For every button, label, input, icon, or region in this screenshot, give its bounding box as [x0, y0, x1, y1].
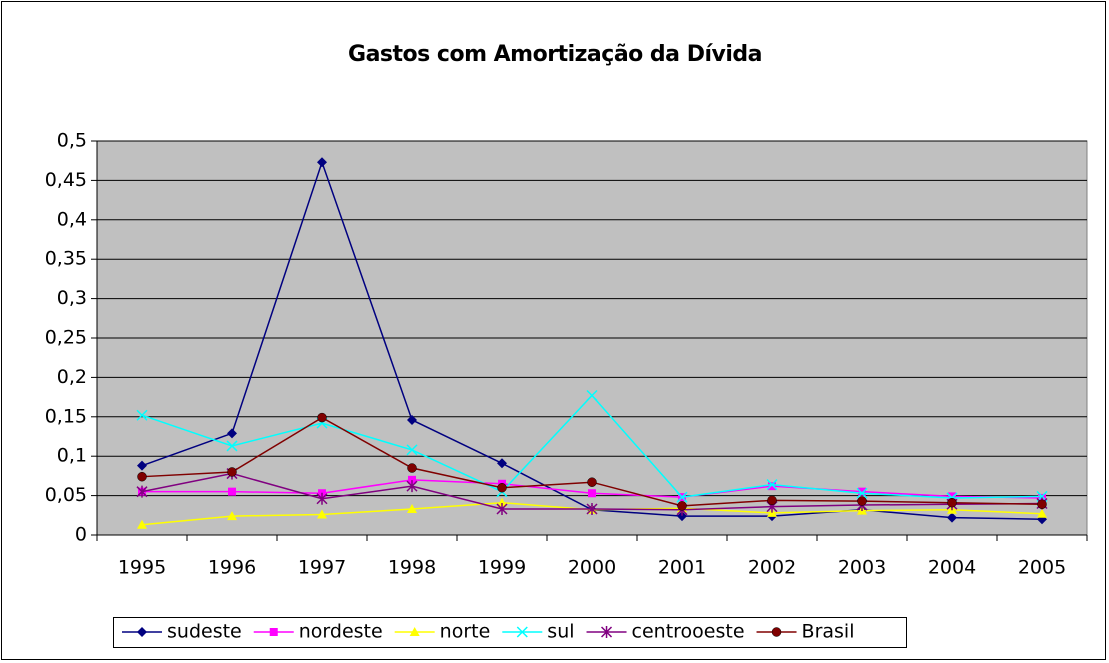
marker — [1037, 499, 1047, 510]
legend-label: nordeste — [299, 621, 383, 643]
legend: sudeste nordeste norte sul centrooeste Brasil — [113, 617, 907, 648]
marker — [588, 489, 596, 498]
marker — [1037, 508, 1047, 518]
x-tick-label: 2001 — [658, 557, 706, 579]
legend-label: Brasil — [802, 621, 855, 643]
marker — [227, 511, 237, 521]
y-tick-label: 0,15 — [45, 405, 87, 427]
marker — [317, 509, 327, 519]
y-tick-label: 0,2 — [57, 366, 87, 388]
marker — [766, 479, 778, 491]
marker — [856, 487, 868, 499]
marker — [269, 628, 278, 636]
chart-title: Gastos com Amortização da Dívida — [348, 42, 762, 67]
marker — [858, 487, 866, 496]
marker — [406, 444, 418, 456]
marker — [677, 511, 687, 522]
marker — [857, 496, 867, 506]
marker — [316, 492, 328, 505]
marker — [601, 626, 613, 638]
marker — [317, 157, 327, 168]
y-tick-label: 0,05 — [45, 484, 87, 506]
marker — [677, 501, 687, 511]
y-tick-label: 0,1 — [57, 445, 87, 467]
x-tick-label: 1998 — [388, 557, 436, 579]
marker — [948, 492, 956, 501]
marker — [227, 428, 237, 439]
marker — [586, 502, 598, 515]
legend-label: norte — [440, 621, 491, 643]
y-tick-label: 0,5 — [57, 130, 87, 152]
marker — [767, 495, 777, 506]
marker — [409, 627, 420, 636]
marker — [227, 467, 237, 477]
marker — [137, 627, 147, 637]
marker — [137, 471, 147, 482]
marker — [407, 503, 417, 513]
x-tick-label: 2002 — [748, 557, 796, 579]
y-tick-label: 0,35 — [45, 248, 87, 270]
y-tick-label: 0,4 — [57, 208, 87, 230]
x-tick-label: 1996 — [208, 557, 256, 579]
marker — [497, 458, 507, 469]
legend-label: centrooeste — [632, 621, 745, 643]
marker — [228, 487, 236, 496]
x-tick-label: 1999 — [478, 557, 526, 579]
marker — [317, 412, 327, 423]
marker — [586, 389, 598, 402]
x-tick-label: 2005 — [1018, 557, 1066, 579]
x-tick-label: 1995 — [118, 557, 166, 579]
marker — [497, 497, 507, 507]
marker — [676, 491, 688, 503]
y-tick-label: 0,25 — [45, 327, 87, 349]
y-tick-label: 0 — [75, 524, 87, 546]
y-tick-label: 0,45 — [45, 169, 87, 191]
x-tick-label: 2000 — [568, 557, 616, 579]
marker — [137, 519, 147, 529]
marker — [226, 440, 238, 452]
marker — [137, 460, 147, 471]
marker — [587, 477, 597, 487]
marker — [136, 409, 148, 421]
marker — [407, 463, 417, 473]
x-tick-label: 2003 — [838, 557, 886, 579]
x-tick-label: 1997 — [298, 557, 346, 579]
marker — [768, 482, 776, 491]
marker — [947, 512, 957, 523]
y-tick-label: 0,3 — [57, 287, 87, 309]
marker — [947, 497, 957, 508]
legend-label: sudeste — [167, 621, 242, 643]
marker — [407, 414, 417, 425]
marker — [497, 482, 507, 493]
x-tick-label: 2004 — [928, 557, 976, 579]
marker — [408, 475, 416, 484]
marker — [771, 627, 782, 637]
marker — [516, 626, 528, 638]
legend-label: sul — [547, 621, 574, 643]
marker — [406, 480, 418, 493]
marker — [136, 485, 148, 498]
marker — [496, 502, 508, 515]
